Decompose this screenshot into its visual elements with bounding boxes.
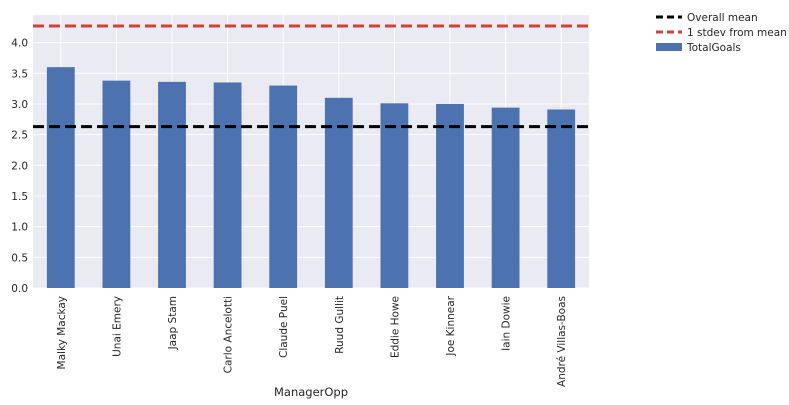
y-tick-label: 0.0: [11, 283, 28, 295]
x-tick-label: Ruud Gullit: [334, 296, 346, 354]
y-tick-label: 2.5: [11, 130, 28, 142]
bar: [380, 103, 409, 288]
y-tick-label: 4.0: [11, 38, 28, 50]
reference-lines: [33, 24, 589, 129]
bar: [436, 103, 464, 289]
x-tick-label: Malky Mackay: [56, 296, 68, 369]
x-tick-label: Iain Dowie: [501, 296, 513, 351]
bar: [213, 82, 242, 288]
y-tick-label: 2.0: [11, 160, 28, 172]
legend-label: 1 stdev from mean: [687, 27, 787, 39]
x-tick-label: Carlo Ancelotti: [223, 296, 235, 373]
bar: [269, 85, 298, 288]
x-tick-label: Eddie Howe: [389, 296, 401, 358]
bar: [102, 80, 131, 288]
y-tick-label: 1.5: [11, 191, 28, 203]
x-tick-label: Claude Puel: [278, 296, 290, 358]
x-tick-label: André Villas-Boas: [556, 296, 568, 387]
bar: [46, 67, 75, 289]
y-tick-label: 1.0: [11, 222, 28, 234]
bar: [491, 107, 520, 288]
bar: [324, 97, 353, 288]
x-tick-label: Jaap Stam: [167, 296, 179, 350]
y-tick-label: 3.5: [11, 68, 28, 80]
x-axis-ticks: Malky Mackay Unai Emery Jaap Stam Carlo Anc…: [56, 295, 568, 387]
legend-label: Overall mean: [687, 12, 758, 24]
x-tick-label: Unai Emery: [111, 296, 123, 357]
bars: [46, 67, 576, 289]
y-axis-ticks: 0.0 0.5 1.0 1.5 2.0 2.5 3.0 3.5 4.0: [11, 38, 28, 295]
x-axis-label: ManagerOpp: [274, 385, 348, 399]
y-tick-label: 0.5: [11, 252, 28, 264]
bar: [547, 109, 576, 288]
legend-label: TotalGoals: [686, 42, 741, 54]
legend: Overall mean 1 stdev from mean TotalGoals: [656, 12, 787, 54]
x-tick-label: Joe Kinnear: [445, 295, 457, 356]
legend-swatch: [656, 43, 682, 51]
y-tick-label: 3.0: [11, 99, 28, 111]
bar: [158, 81, 186, 288]
